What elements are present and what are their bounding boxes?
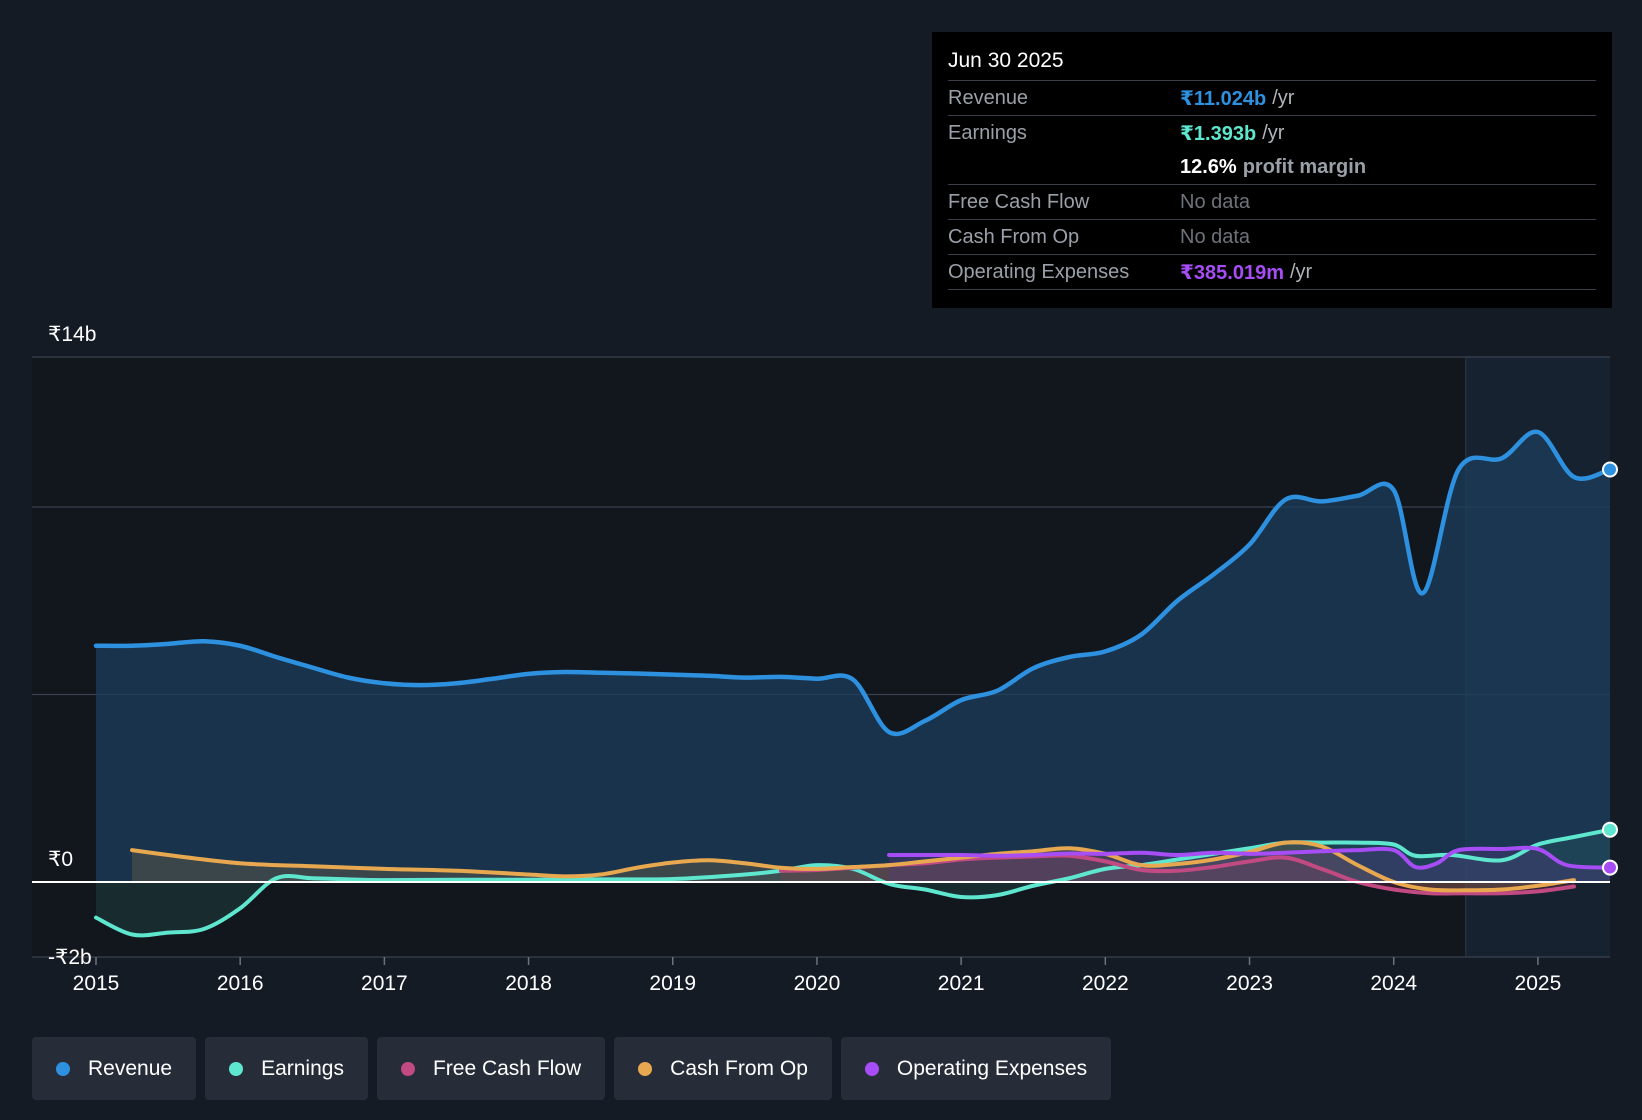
tooltip-fcf-value: No data — [1180, 190, 1251, 213]
legend-dot-icon — [638, 1061, 653, 1076]
legend-item-free-cash-flow[interactable]: Free Cash Flow — [376, 1037, 606, 1100]
x-tick-label: 2023 — [1226, 972, 1273, 995]
x-tick-label: 2020 — [794, 972, 841, 995]
tooltip-label: Operating Expenses — [948, 260, 1130, 283]
tooltip-row-margin: 12.6% profit margin — [948, 150, 1596, 184]
revenue-line — [93, 429, 1613, 737]
free-cash-flow-area — [780, 855, 1574, 894]
x-tick-label: 2025 — [1515, 972, 1562, 995]
tooltip-row-earnings: Earnings ₹1.393b /yr — [948, 115, 1596, 150]
x-tick-label: 2017 — [361, 972, 408, 995]
operating-expenses-line — [887, 845, 1612, 870]
tooltip-unit: /yr — [1272, 86, 1295, 109]
tooltip-label: Earnings — [948, 121, 1027, 144]
x-tick-label: 2015 — [73, 972, 120, 995]
earnings-line — [94, 827, 1612, 938]
legend-item-revenue[interactable]: Revenue — [32, 1037, 197, 1100]
legend-label: Free Cash Flow — [432, 1056, 582, 1080]
tooltip-date: Jun 30 2025 — [948, 49, 1064, 72]
tooltip-label: Free Cash Flow — [948, 190, 1090, 213]
tooltip-label: Cash From Op — [948, 225, 1080, 248]
legend-item-earnings[interactable]: Earnings — [205, 1037, 368, 1100]
operating-expenses-endpoint[interactable] — [1602, 859, 1618, 876]
cash-from-op-line — [130, 840, 1576, 893]
legend-dot-icon — [864, 1061, 879, 1076]
revenue-endpoint[interactable] — [1602, 461, 1618, 478]
x-tick-label: 2022 — [1082, 972, 1129, 995]
tooltip-label: Revenue — [948, 86, 1029, 109]
y-axis-labels: ₹14b ₹0 -₹2b — [48, 323, 96, 969]
x-tick-label: 2016 — [217, 972, 264, 995]
tooltip-revenue-value: ₹11.024b — [1180, 87, 1267, 110]
x-tick-label: 2019 — [649, 972, 696, 995]
tooltip-row-fcf: Free Cash Flow No data — [948, 184, 1596, 219]
y-tick-label: ₹0 — [48, 848, 73, 871]
x-tick-label: 2024 — [1370, 972, 1417, 995]
legend-item-cash-from-op[interactable]: Cash From Op — [614, 1037, 832, 1100]
tooltip-row-cfo: Cash From Op No data — [948, 219, 1596, 254]
y-tick-label: -₹2b — [48, 946, 92, 969]
tooltip-opex-value: ₹385.019m — [1180, 261, 1284, 284]
legend-item-operating-expenses[interactable]: Operating Expenses — [840, 1037, 1112, 1100]
tooltip-cfo-value: No data — [1180, 225, 1251, 248]
x-tick-label: 2018 — [505, 972, 552, 995]
tooltip-row-opex: Operating Expenses ₹385.019m /yr — [948, 254, 1596, 290]
tooltip-margin-text: profit margin — [1242, 155, 1367, 178]
legend-dot-icon — [400, 1061, 415, 1076]
series-endpoints — [1602, 461, 1618, 876]
legend-dot-icon — [229, 1061, 244, 1076]
tooltip: Jun 30 2025 Revenue ₹11.024b /yr Earning… — [932, 32, 1612, 308]
tooltip-unit: /yr — [1262, 121, 1285, 144]
tooltip-unit: /yr — [1290, 260, 1313, 283]
legend-dot-icon — [56, 1061, 70, 1076]
earnings-endpoint[interactable] — [1602, 821, 1618, 838]
legend-label: Operating Expenses — [896, 1056, 1088, 1080]
x-tick-label: 2021 — [938, 972, 985, 995]
legend-label: Cash From Op — [670, 1056, 808, 1080]
legend-label: Earnings — [261, 1056, 344, 1080]
y-tick-label: ₹14b — [48, 323, 96, 346]
tooltip-margin-value: 12.6% — [1180, 155, 1237, 178]
revenue-area — [96, 431, 1610, 882]
tooltip-row-revenue: Revenue ₹11.024b /yr — [948, 80, 1596, 115]
tooltip-earnings-value: ₹1.393b — [1180, 122, 1257, 145]
legend-label: Revenue — [88, 1056, 173, 1080]
x-axis-labels: 2015 2016 2017 2018 2019 2020 2021 2022 2023 2024… — [73, 957, 1562, 995]
legend: Revenue Earnings Free Cash Flow Cash Fro… — [32, 1037, 1112, 1100]
series-lines — [93, 429, 1613, 938]
